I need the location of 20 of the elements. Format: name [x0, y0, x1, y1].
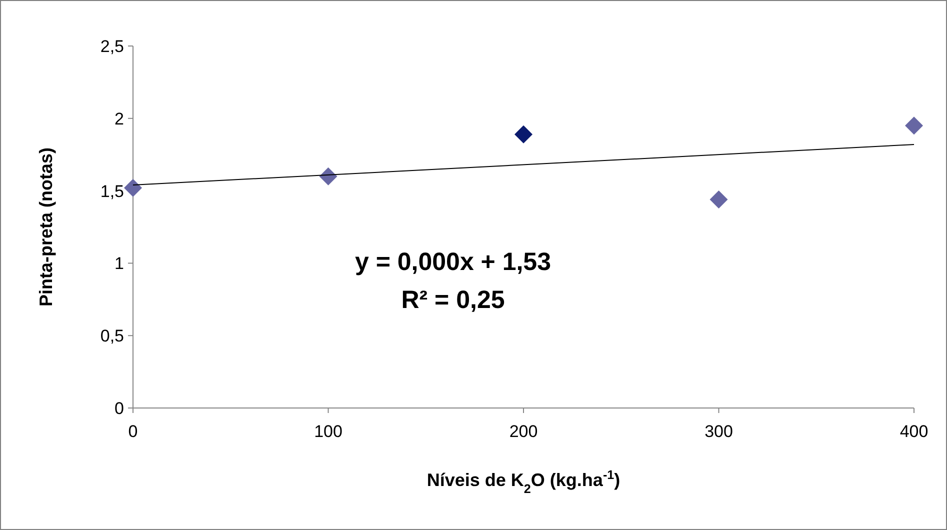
- y-tick-label: 0: [114, 398, 124, 418]
- annotation: y = 0,000x + 1,53: [354, 248, 552, 276]
- annotation: R² = 0,25: [401, 286, 505, 314]
- y-tick-label: 2: [114, 109, 124, 128]
- point: [905, 116, 923, 135]
- y-tick-label: 1,5: [100, 182, 124, 201]
- point: [124, 178, 142, 197]
- point: [319, 167, 338, 186]
- point: [710, 190, 728, 208]
- x-tick-label: 300: [704, 422, 733, 441]
- x-tick-label: 100: [314, 422, 342, 441]
- x-axis-title: Níveis de K$_{2}$O (kg.ha$^{-1}$): [426, 468, 620, 496]
- y-axis-title: Pinta-preta (notas): [36, 147, 56, 307]
- point: [514, 125, 532, 144]
- y-tick-label: 0,5: [100, 326, 124, 346]
- y-tick-label: 2,5: [100, 36, 124, 56]
- y-tick-label: 1: [114, 254, 124, 274]
- x-tick-label: 0: [128, 422, 138, 441]
- x-tick-label: 200: [509, 422, 538, 441]
- x-tick-label: 400: [900, 422, 928, 441]
